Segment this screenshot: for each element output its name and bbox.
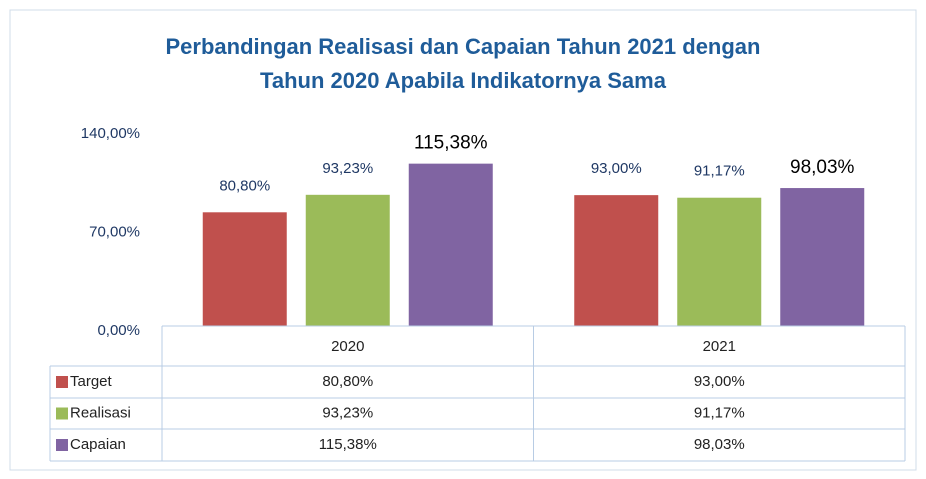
legend-label: Capaian <box>70 436 126 453</box>
chart-title: Perbandingan Realisasi dan Capaian Tahun… <box>166 34 761 59</box>
y-tick-label: 0,00% <box>97 322 140 339</box>
table-cell: 93,00% <box>694 373 745 390</box>
table-cell: 80,80% <box>322 373 373 390</box>
y-tick-label: 70,00% <box>89 223 140 240</box>
bar <box>305 194 390 326</box>
data-label: 93,23% <box>322 160 373 177</box>
table-cell: 115,38% <box>319 436 377 453</box>
table-cell: 98,03% <box>694 436 745 453</box>
bar <box>574 195 659 326</box>
x-tick-label: 2020 <box>331 338 364 355</box>
legend-label: Target <box>70 373 113 390</box>
legend-label: Realisasi <box>70 404 131 421</box>
legend-key <box>56 376 68 388</box>
data-label: 91,17% <box>694 163 745 180</box>
y-tick-label: 140,00% <box>81 125 140 142</box>
legend-key <box>56 439 68 451</box>
data-label: 80,80% <box>219 177 270 194</box>
bar <box>408 163 493 326</box>
bar <box>677 197 762 326</box>
data-label: 115,38% <box>414 133 488 154</box>
bar <box>202 212 287 326</box>
table-cell: 93,23% <box>322 404 373 421</box>
data-label: 93,00% <box>591 160 642 177</box>
legend-key <box>56 407 68 420</box>
x-tick-label: 2021 <box>703 338 736 355</box>
data-label: 98,03% <box>790 157 855 178</box>
table-cell: 91,17% <box>694 404 745 421</box>
bar <box>780 188 865 326</box>
chart-title: Tahun 2020 Apabila Indikatornya Sama <box>260 68 667 93</box>
